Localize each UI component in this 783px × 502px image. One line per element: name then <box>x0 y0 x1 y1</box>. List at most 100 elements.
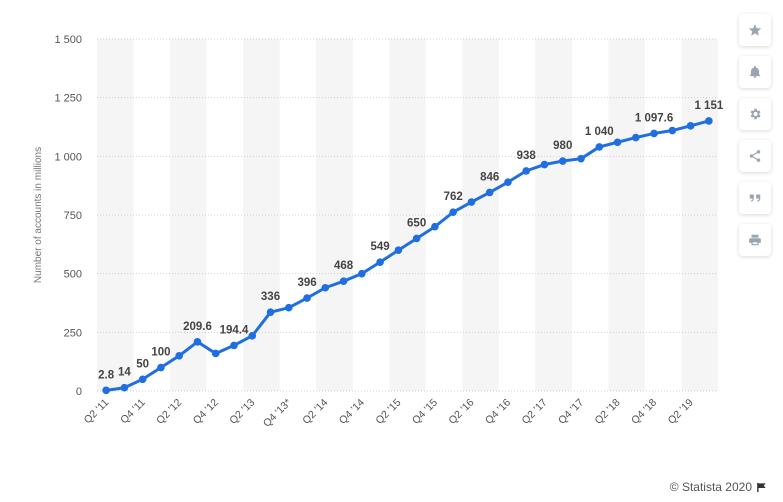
x-tick-label: Q4 '18 <box>629 397 659 427</box>
x-tick-label: Q4 '11 <box>118 397 148 427</box>
data-point[interactable] <box>193 338 202 346</box>
data-point[interactable] <box>650 129 658 138</box>
chart-toolbar <box>739 14 771 256</box>
data-label: 194.4 <box>220 324 249 336</box>
data-label: 1 151 <box>694 100 723 112</box>
data-point[interactable] <box>558 157 567 165</box>
data-point[interactable] <box>668 126 677 135</box>
data-label: 2.8 <box>98 369 115 381</box>
data-point[interactable] <box>577 154 585 163</box>
data-point[interactable] <box>485 188 494 197</box>
data-label: 549 <box>371 241 390 253</box>
data-point[interactable] <box>321 283 330 292</box>
bell-icon <box>749 65 761 78</box>
data-point[interactable] <box>211 349 220 358</box>
data-point[interactable] <box>138 375 147 384</box>
data-point[interactable] <box>303 294 311 302</box>
data-point[interactable] <box>358 269 366 278</box>
flag-icon <box>757 482 766 492</box>
quote-icon <box>749 194 761 202</box>
data-label: 938 <box>517 150 537 162</box>
x-tick-label: Q2 '12 <box>154 397 184 427</box>
data-label: 396 <box>297 277 316 289</box>
data-label: 650 <box>407 217 426 229</box>
print-icon <box>749 234 761 246</box>
x-axis-ticks: Q2 '11 Q4 '11 Q2 '12 Q4 '12 Q2 '13 Q4 '13* Q2 … <box>82 397 696 430</box>
favorite-button[interactable] <box>739 14 771 46</box>
x-tick-label: Q4 '14 <box>337 397 367 427</box>
data-label: 50 <box>136 358 149 370</box>
data-point[interactable] <box>705 117 713 125</box>
y-axis-ticks: 0 250 500 750 1 000 1 250 1 500 <box>54 34 82 398</box>
data-point[interactable] <box>449 208 457 216</box>
y-tick-label: 1 250 <box>54 93 82 105</box>
x-tick-label: Q2 '16 <box>446 397 476 427</box>
x-tick-label: Q4 '16 <box>483 397 513 427</box>
y-tick-label: 1 000 <box>54 151 82 163</box>
source-credit[interactable]: © Statista 2020 <box>670 480 767 494</box>
data-point[interactable] <box>266 308 275 316</box>
data-point[interactable] <box>175 352 183 360</box>
data-label: 1 097.6 <box>635 112 673 124</box>
settings-button[interactable] <box>739 98 771 130</box>
data-label: 846 <box>480 171 499 183</box>
data-label: 336 <box>261 291 280 303</box>
data-point[interactable] <box>230 341 238 350</box>
data-point[interactable] <box>613 138 622 147</box>
cite-button[interactable] <box>739 182 771 214</box>
data-point[interactable] <box>120 383 129 392</box>
background-band <box>462 39 499 391</box>
data-point[interactable] <box>632 133 640 142</box>
y-axis-label: Number of accounts in millions <box>33 147 44 283</box>
data-point[interactable] <box>412 234 421 243</box>
y-tick-label: 750 <box>64 210 82 222</box>
print-button[interactable] <box>739 224 771 256</box>
data-label: 468 <box>334 260 354 272</box>
y-tick-label: 1 500 <box>54 34 82 46</box>
y-tick-label: 0 <box>76 386 82 398</box>
data-label: 209.6 <box>183 321 212 333</box>
y-tick-label: 500 <box>64 269 82 281</box>
data-label: 980 <box>553 140 572 152</box>
x-tick-label: Q2 '18 <box>593 397 623 427</box>
x-tick-label: Q2 '14 <box>300 397 330 427</box>
data-point[interactable] <box>248 332 257 340</box>
data-point[interactable] <box>102 386 110 395</box>
data-point[interactable] <box>595 143 604 151</box>
series-accounts <box>102 117 713 395</box>
notification-button[interactable] <box>739 56 771 88</box>
series-line <box>104 119 711 392</box>
data-point[interactable] <box>431 222 439 231</box>
data-point[interactable] <box>394 246 403 254</box>
gear-icon <box>750 108 761 120</box>
x-tick-label: Q4 '17 <box>556 397 586 427</box>
x-tick-label: Q2 '19 <box>666 397 696 427</box>
data-point[interactable] <box>157 363 165 372</box>
x-tick-label: Q4 '13* <box>261 397 294 430</box>
data-point[interactable] <box>339 277 348 285</box>
data-point[interactable] <box>522 167 531 175</box>
data-label: 14 <box>118 367 131 379</box>
share-button[interactable] <box>739 140 771 172</box>
data-label: 1 040 <box>585 126 614 138</box>
x-tick-label: Q2 '13 <box>227 397 257 427</box>
share-icon <box>749 150 761 162</box>
data-point[interactable] <box>686 122 695 130</box>
x-tick-label: Q4 '15 <box>410 397 440 427</box>
background-band <box>608 39 645 391</box>
x-tick-label: Q2 '17 <box>519 397 549 427</box>
x-tick-label: Q4 '12 <box>191 397 221 427</box>
data-label: 100 <box>151 347 170 359</box>
background-band <box>389 39 426 391</box>
x-tick-label: Q2 '11 <box>82 397 112 427</box>
data-point[interactable] <box>376 258 384 266</box>
data-point[interactable] <box>504 178 512 186</box>
data-point[interactable] <box>284 303 293 312</box>
data-label: 762 <box>444 191 463 203</box>
star-icon <box>748 24 762 36</box>
data-point[interactable] <box>540 160 549 169</box>
background-band <box>170 39 207 391</box>
data-point[interactable] <box>467 198 476 206</box>
